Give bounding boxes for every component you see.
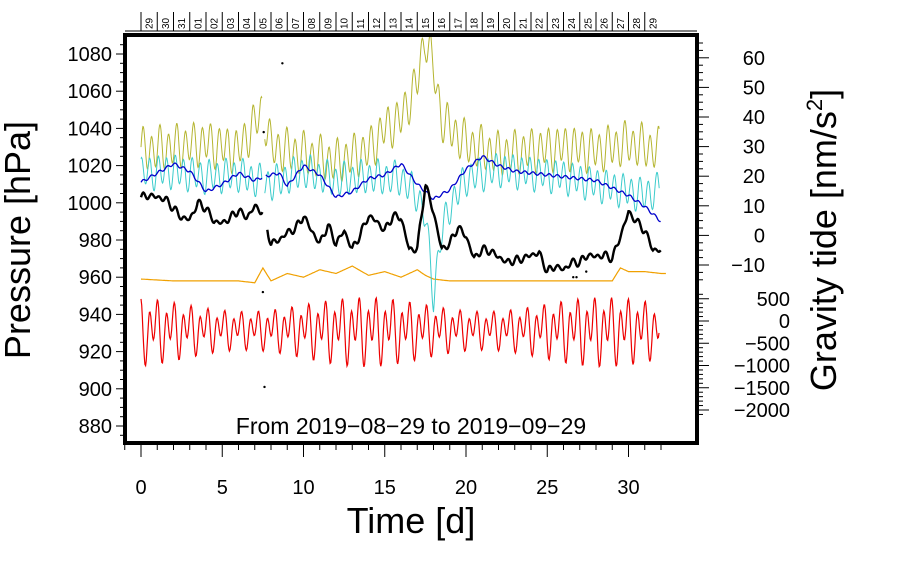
data-gap-markers bbox=[261, 62, 588, 389]
y-right-tick-label: 0 bbox=[779, 311, 790, 333]
gravity-residual-line bbox=[141, 265, 666, 284]
y-right-tick-label: 500 bbox=[757, 289, 790, 311]
x-axis-label: Time [d] bbox=[347, 500, 476, 541]
y-axis-label-right-sup: 2 bbox=[802, 99, 827, 111]
x-tick-label: 20 bbox=[455, 477, 477, 499]
day-label: 02 bbox=[210, 17, 221, 29]
day-label: 12 bbox=[372, 17, 383, 29]
gravity-tide-long-line bbox=[140, 155, 661, 223]
y-axis-label-right-close: ] bbox=[803, 89, 844, 99]
day-label: 19 bbox=[486, 17, 497, 29]
outlier-point bbox=[281, 62, 284, 65]
plot-frame bbox=[123, 33, 699, 445]
x-tick-label: 0 bbox=[135, 477, 146, 499]
day-label: 22 bbox=[535, 17, 546, 29]
outlier-point bbox=[572, 276, 575, 279]
y-right-tick-label: −500 bbox=[745, 333, 790, 355]
y-right-tick-label: 30 bbox=[743, 137, 765, 159]
day-label: 17 bbox=[453, 17, 464, 29]
day-label: 27 bbox=[616, 17, 627, 29]
day-label: 21 bbox=[518, 17, 529, 29]
gravity-tide-olive-line bbox=[140, 32, 660, 183]
y-right-tick-label: −10 bbox=[731, 255, 765, 277]
day-label: 06 bbox=[275, 17, 286, 29]
y-left-tick-label: 980 bbox=[79, 230, 112, 252]
y-left-tick-labels: 880 900 920 940 960 980 1000 1020 1040 1060 1080 bbox=[68, 44, 113, 438]
day-label: 01 bbox=[193, 17, 204, 29]
y-right-tick-label: 0 bbox=[754, 225, 765, 247]
day-label: 16 bbox=[437, 17, 448, 29]
outlier-point bbox=[261, 290, 265, 294]
day-label: 03 bbox=[226, 17, 237, 29]
day-label: 23 bbox=[551, 17, 562, 29]
series-layer bbox=[139, 32, 666, 389]
x-tick-labels: 0 5 10 15 20 25 30 bbox=[135, 477, 639, 499]
y-left-tick-label: 960 bbox=[79, 267, 112, 289]
y-left-tick-label: 900 bbox=[79, 379, 112, 401]
x-tick-label: 10 bbox=[292, 477, 314, 499]
y-right-tick-label: 50 bbox=[743, 77, 765, 99]
day-label: 30 bbox=[161, 17, 172, 29]
outlier-point bbox=[262, 130, 265, 134]
y-axis-label-right: Gravity tide [nm/s2] bbox=[802, 89, 844, 391]
day-label: 08 bbox=[307, 17, 318, 29]
day-label: 11 bbox=[356, 18, 367, 29]
chart-title: From 2019−08−29 to 2019−09−29 bbox=[236, 413, 586, 439]
day-label: 18 bbox=[470, 17, 481, 29]
day-label: 09 bbox=[323, 17, 334, 29]
y-left-tick-label: 1060 bbox=[68, 81, 113, 103]
day-labels: 29 30 31 01 02 03 04 05 06 07 08 09 10 11 12 13 14 15 16 17… bbox=[125, 12, 697, 32]
y-right-tick-label: −2000 bbox=[734, 400, 790, 422]
gravity-tide-signal-line bbox=[140, 296, 660, 369]
x-tick-label: 5 bbox=[217, 477, 228, 499]
y-left-tick-label: 940 bbox=[79, 304, 112, 326]
y-axis-label-right-text: Gravity tide [nm/s bbox=[803, 111, 844, 391]
day-label: 15 bbox=[421, 17, 432, 29]
day-label: 29 bbox=[145, 17, 156, 29]
day-label: 31 bbox=[177, 17, 188, 29]
y-left-tick-label: 880 bbox=[79, 416, 112, 438]
y-left-tick-label: 1080 bbox=[68, 44, 113, 66]
y-right-tick-label: −1500 bbox=[734, 378, 790, 400]
y-left-tick-label: 920 bbox=[79, 342, 112, 364]
day-label: 04 bbox=[242, 17, 253, 29]
y-right-tick-label: 60 bbox=[743, 48, 765, 70]
day-label: 07 bbox=[291, 17, 302, 29]
pressure-line bbox=[139, 183, 662, 274]
x-tick-label: 15 bbox=[374, 477, 396, 499]
x-tick-label: 25 bbox=[536, 477, 558, 499]
day-label: 13 bbox=[388, 17, 399, 29]
y-axis-label-left: Pressure [hPa] bbox=[0, 121, 38, 359]
day-label: 20 bbox=[502, 17, 513, 29]
outlier-point bbox=[585, 270, 588, 273]
outlier-point bbox=[263, 385, 266, 389]
x-tick-label: 30 bbox=[617, 477, 639, 499]
day-label: 24 bbox=[567, 17, 578, 29]
y-left-tick-label: 1000 bbox=[68, 193, 113, 215]
outlier-point bbox=[575, 276, 578, 279]
day-label: 26 bbox=[600, 17, 611, 29]
y-left-tick-label: 1020 bbox=[68, 156, 113, 178]
day-label: 10 bbox=[340, 17, 351, 29]
y-right-tick-label: 10 bbox=[743, 196, 765, 218]
y-left-tick-label: 1040 bbox=[68, 118, 113, 140]
day-label: 14 bbox=[405, 17, 416, 29]
day-label: 29 bbox=[648, 17, 659, 29]
y-right-tick-label: −1000 bbox=[734, 356, 790, 378]
day-label: 28 bbox=[632, 17, 643, 29]
y-right-tick-label: 20 bbox=[743, 166, 765, 188]
day-label: 25 bbox=[583, 17, 594, 29]
y-right-tick-label: 40 bbox=[743, 107, 765, 129]
day-label: 05 bbox=[258, 17, 269, 29]
